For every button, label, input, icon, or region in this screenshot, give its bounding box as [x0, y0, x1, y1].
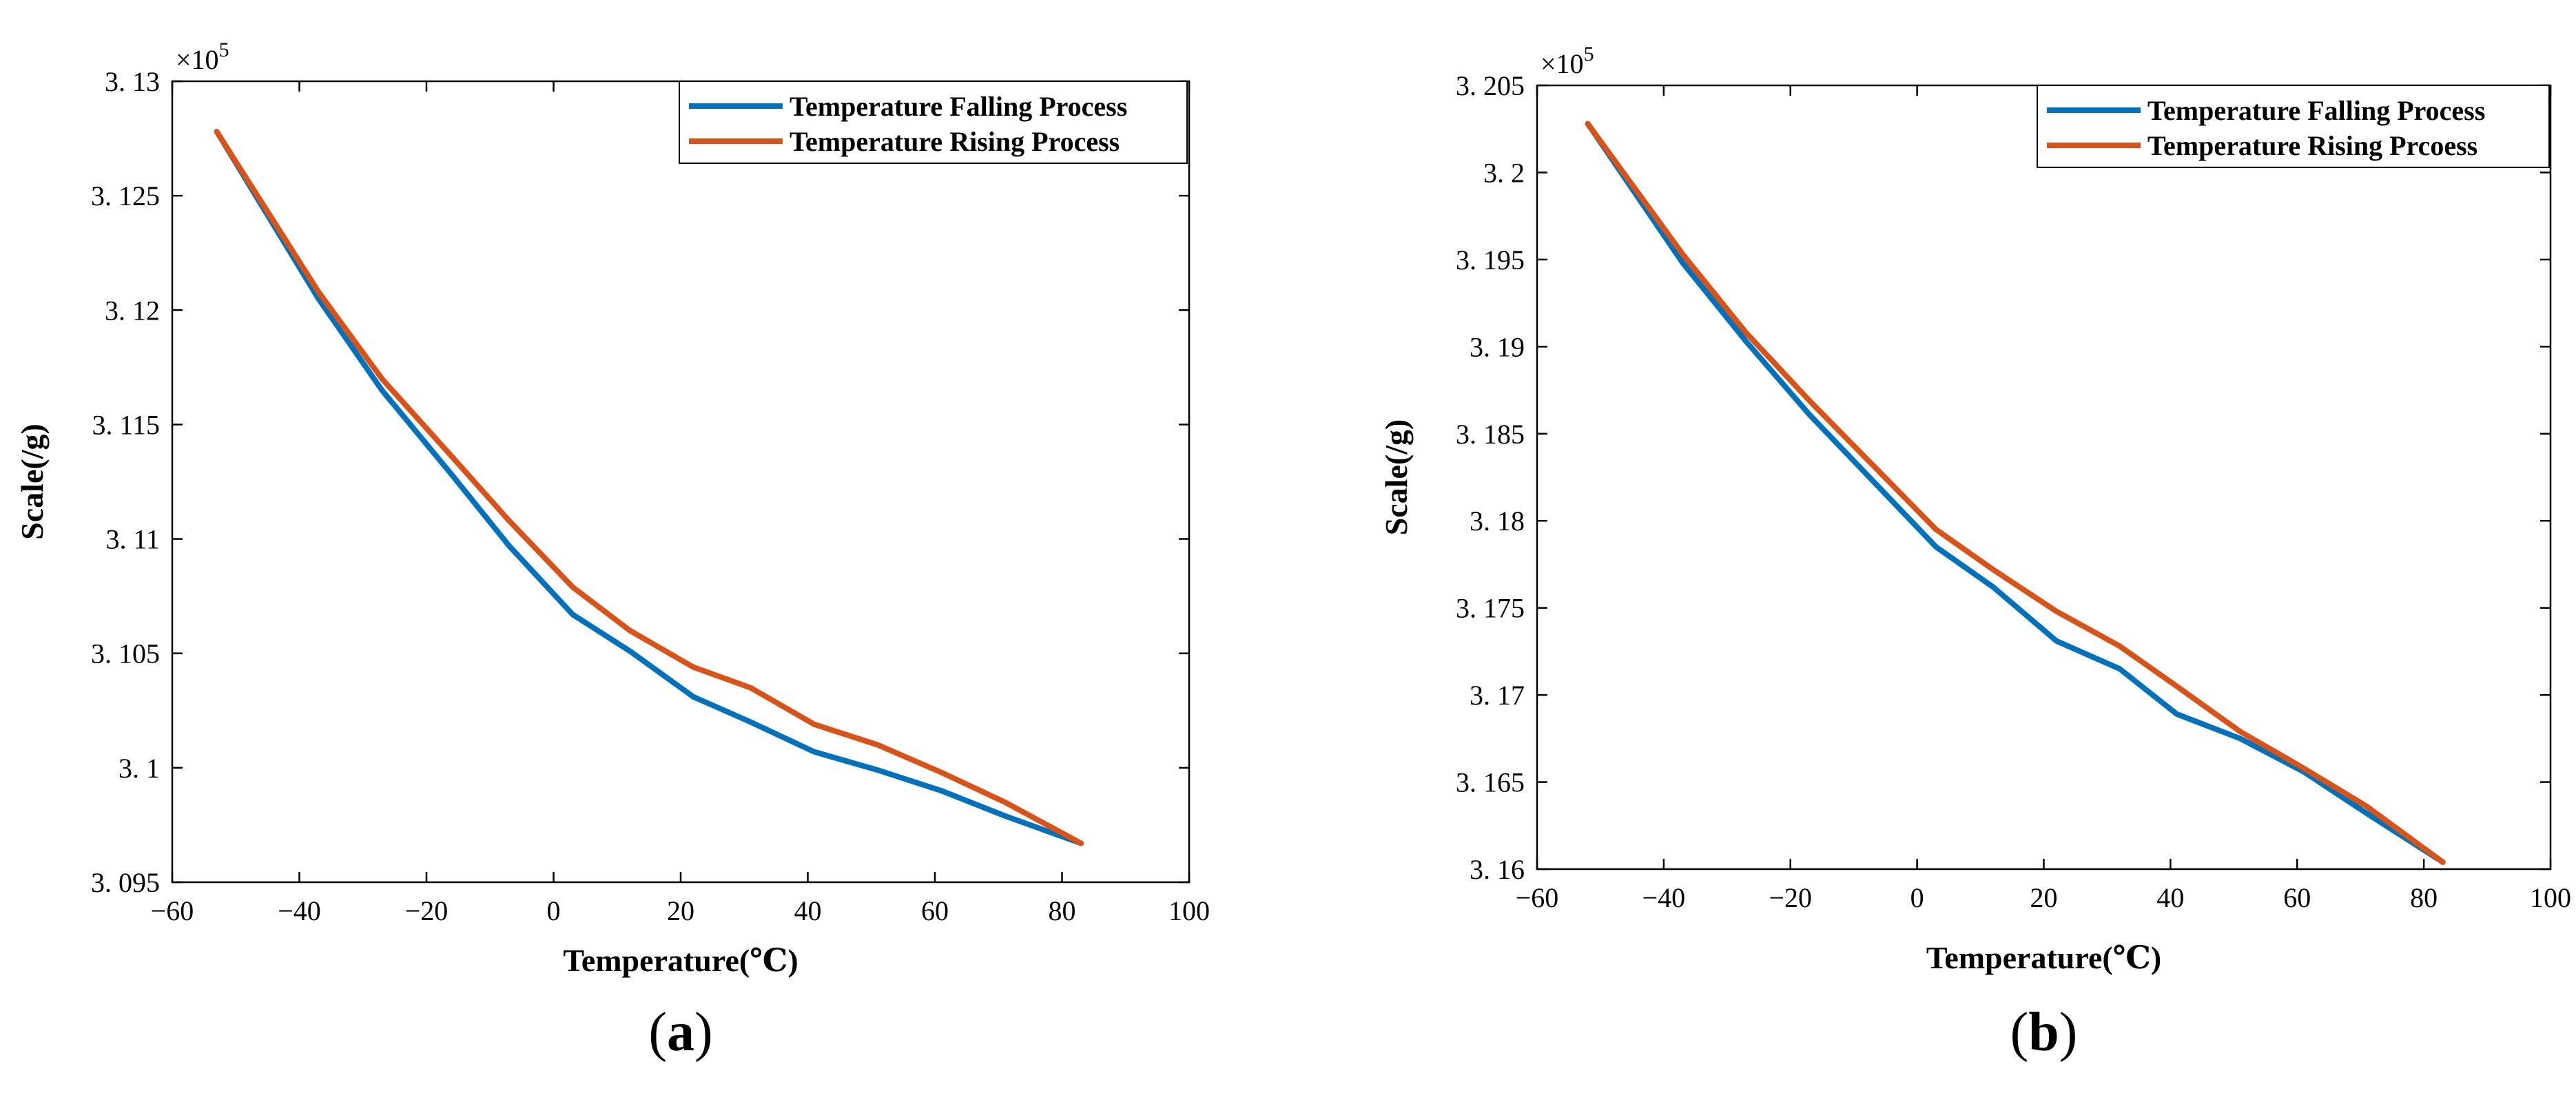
legend: Temperature Falling Process Temperature R…: [679, 81, 1188, 164]
x-tick-label: 60: [2283, 882, 2311, 913]
panel-label: (b): [2010, 1002, 2078, 1063]
y-tick-label: 3. 19: [1470, 331, 1525, 362]
y-tick-label: 3. 195: [1456, 244, 1525, 275]
x-tick-label: −60: [151, 895, 194, 926]
series-line-rising: [214, 129, 1084, 846]
legend-box: [2037, 85, 2550, 168]
y-tick-label: 3. 105: [91, 638, 160, 669]
x-tick-label: −60: [1516, 882, 1559, 913]
y-exponent-label: ×105: [176, 39, 229, 75]
x-tick-label: 20: [667, 895, 694, 926]
y-tick-label: 3. 115: [92, 409, 160, 440]
x-tick-label: −40: [1642, 882, 1686, 913]
x-tick-label: −40: [278, 895, 321, 926]
x-tick-label: 40: [2156, 882, 2184, 913]
y-tick-label: 3. 17: [1470, 680, 1525, 711]
series-line-rising: [1585, 121, 2446, 865]
legend-entry-label: Temperature Rising Prcoess: [2147, 130, 2477, 161]
plot-area: [171, 80, 1191, 884]
plot-area: [1536, 84, 2552, 871]
chart-panel-b: −60 −40 −20 0 20 40 60 80 100 3. 16 3. 165 3. 17 3. …: [1379, 43, 2571, 1063]
x-tick-label: 80: [1049, 895, 1076, 926]
x-axis-label: Temperature(℃): [1926, 940, 2161, 975]
y-tick-label: 3. 165: [1456, 767, 1525, 798]
y-tick-label: 3. 185: [1456, 419, 1525, 450]
x-tick-label: 100: [1168, 895, 1210, 926]
y-exponent-label: ×105: [1541, 43, 1594, 79]
y-tick-label: 3. 2: [1483, 157, 1525, 188]
x-tick-label: 0: [547, 895, 561, 926]
x-tick-label: −20: [405, 895, 449, 926]
y-tick-label: 3. 13: [105, 66, 160, 97]
y-tick-label: 3. 095: [91, 867, 160, 898]
y-tick-label: 3. 16: [1470, 854, 1525, 885]
x-tick-label: −20: [1769, 882, 1812, 913]
x-tick-label: 100: [2530, 882, 2571, 913]
panel-label: (a): [648, 1002, 712, 1063]
legend-entry-label: Temperature Rising Process: [790, 126, 1120, 157]
y-tick-label: 3. 12: [105, 295, 160, 326]
y-tick-label: 3. 11: [105, 524, 160, 555]
series-line-falling: [1585, 121, 2446, 865]
y-axis-label: Scale(/g): [1379, 419, 1414, 536]
legend-entry-label: Temperature Falling Process: [790, 91, 1127, 122]
legend: Temperature Falling Process Temperature R…: [2037, 85, 2550, 168]
x-tick-label: 20: [2030, 882, 2058, 913]
x-tick-label: 0: [1910, 882, 1924, 913]
legend-entry-label: Temperature Falling Process: [2147, 95, 2485, 126]
y-tick-label: 3. 1: [119, 753, 160, 784]
y-tick-label: 3. 18: [1470, 506, 1525, 536]
x-axis-label: Temperature(℃): [563, 943, 798, 978]
x-tick-label: 60: [921, 895, 949, 926]
y-axis-label: Scale(/g): [14, 424, 50, 540]
y-tick-label: 3. 125: [91, 180, 160, 211]
y-tick-label: 3. 175: [1456, 593, 1525, 624]
chart-panel-a: −60 −40 −20 0 20 40 60 80 100 3. 095 3. 1 3. 105 3. …: [14, 39, 1210, 1063]
x-tick-label: 80: [2410, 882, 2438, 913]
y-tick-label: 3. 205: [1456, 70, 1525, 101]
series-line-falling: [214, 129, 1084, 846]
x-tick-label: 40: [794, 895, 822, 926]
legend-box: [679, 81, 1188, 164]
